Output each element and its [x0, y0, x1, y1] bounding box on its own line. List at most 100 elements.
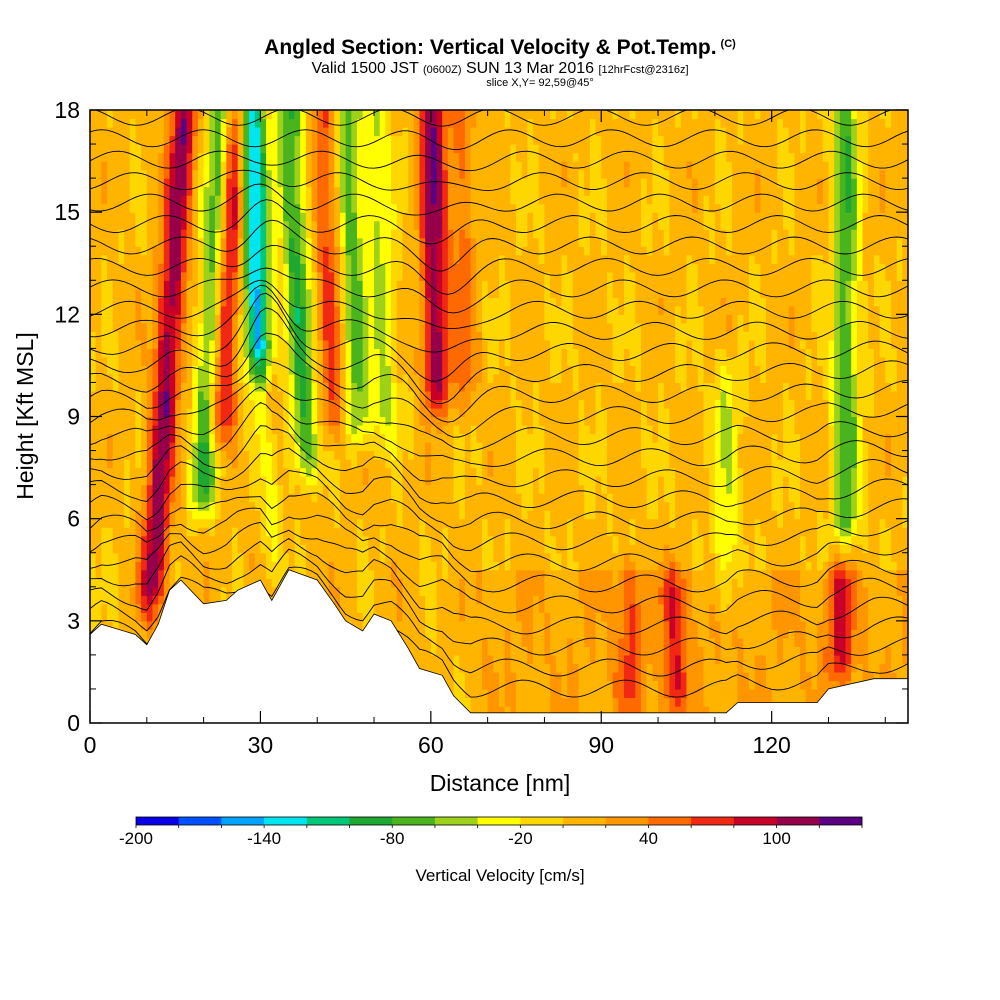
heat-cell [203, 152, 210, 162]
heat-cell [249, 263, 256, 273]
heat-cell [146, 595, 154, 605]
heat-cell [186, 399, 193, 409]
heat-cell [226, 322, 233, 332]
heat-cell [402, 220, 409, 230]
heat-cell [226, 510, 233, 520]
heat-cell [294, 288, 301, 298]
heat-cell [447, 595, 455, 605]
heat-cell [430, 442, 438, 452]
heat-cell [396, 535, 404, 545]
heat-cell [226, 433, 233, 443]
heat-cell [107, 382, 114, 392]
heat-cell [112, 237, 119, 247]
heat-cell [124, 203, 131, 213]
heat-cell [351, 237, 358, 247]
heat-cell [294, 382, 301, 392]
heat-cell [158, 569, 165, 579]
heat-cell [391, 569, 398, 579]
heat-cell [249, 305, 256, 315]
heat-cell [101, 578, 108, 588]
heat-cell [413, 603, 421, 613]
heat-cell [169, 280, 176, 290]
heat-cell [107, 314, 114, 324]
heat-cell [322, 254, 330, 264]
heat-cell [391, 288, 398, 298]
heat-cell [402, 620, 409, 630]
heat-cell [339, 195, 347, 205]
heat-cell [374, 229, 381, 239]
heat-cell [385, 365, 392, 375]
heat-cell [311, 246, 318, 256]
heat-cell [374, 297, 381, 307]
heat-cell [232, 569, 239, 579]
heat-cell [356, 365, 364, 375]
heat-cell [101, 169, 108, 179]
heat-cell [425, 459, 432, 469]
heat-cell [408, 510, 415, 520]
heat-cell [180, 399, 188, 409]
heat-cell [396, 578, 404, 588]
heat-cell [425, 229, 432, 239]
heat-cell [379, 220, 386, 230]
heat-cell [430, 322, 438, 332]
heat-cell [232, 127, 239, 137]
heat-cell [402, 612, 409, 622]
heat-cell [294, 169, 301, 179]
heat-cell [254, 425, 262, 435]
heat-cell [300, 220, 307, 230]
heat-cell [305, 127, 313, 137]
heat-cell [209, 169, 216, 179]
heat-cell [334, 331, 341, 341]
heat-cell [283, 433, 290, 443]
heat-cell [214, 212, 222, 222]
heat-cell [464, 314, 472, 324]
heat-cell [396, 246, 404, 256]
heat-cell [447, 518, 455, 528]
heat-cell [226, 203, 233, 213]
heat-cell [300, 416, 307, 426]
heat-cell [277, 442, 284, 452]
heat-cell [243, 578, 250, 588]
heat-cell [345, 220, 352, 230]
heat-cell [464, 118, 472, 128]
heat-cell [374, 467, 381, 477]
heat-cell [152, 246, 159, 256]
heat-cell [152, 544, 159, 554]
heat-cell [169, 373, 176, 384]
heat-cell [300, 399, 307, 409]
heat-cell [124, 322, 131, 332]
heat-cell [214, 552, 222, 562]
heat-cell [203, 237, 210, 247]
heat-cell [232, 220, 239, 230]
heat-cell [237, 288, 244, 298]
heat-cell [220, 433, 227, 443]
heat-cell [379, 263, 386, 273]
heat-cell [209, 339, 216, 349]
heat-cell [425, 544, 432, 554]
valid-time: Valid 1500 JST [311, 60, 419, 77]
heat-cell [459, 169, 466, 179]
heat-cell [288, 425, 296, 435]
heat-cell [368, 561, 375, 571]
heat-cell [243, 118, 250, 128]
heat-cell [254, 135, 262, 145]
heat-cell [459, 510, 466, 520]
heat-cell [328, 297, 335, 307]
heat-cell [146, 305, 154, 315]
heat-cell [322, 144, 330, 154]
heat-cell [112, 263, 119, 273]
heat-cell [141, 459, 148, 469]
heat-cell [385, 118, 392, 128]
heat-cell [203, 544, 210, 554]
heat-cell [95, 322, 102, 332]
heat-cell [419, 493, 426, 503]
heat-cell [430, 501, 438, 511]
heat-cell [413, 127, 421, 137]
heat-cell [249, 212, 256, 222]
heat-cell [374, 331, 381, 341]
heat-cell [203, 356, 210, 367]
heat-cell [90, 595, 97, 605]
heat-cell [368, 433, 375, 443]
heat-cell [391, 416, 398, 426]
heat-cell [300, 297, 307, 307]
